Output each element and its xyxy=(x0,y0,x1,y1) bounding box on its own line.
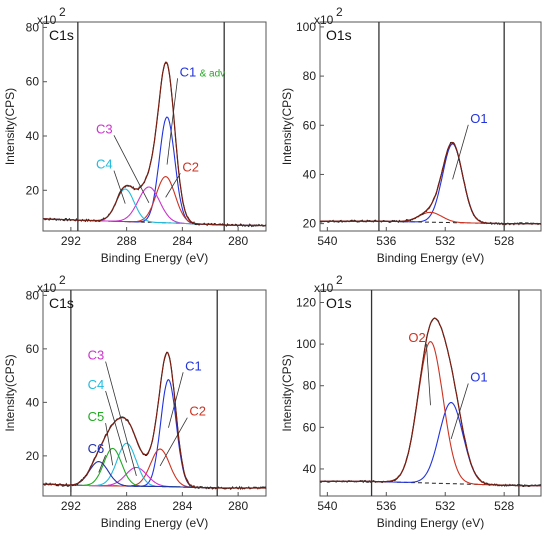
peak-label-c2: C2 xyxy=(182,159,199,174)
x-tick-label: 528 xyxy=(494,499,514,513)
x-tick-label: 292 xyxy=(61,499,81,513)
label-leader-line xyxy=(168,372,184,428)
component-peak-c1 xyxy=(43,116,266,227)
plot-frame xyxy=(42,21,267,232)
fit-envelope-line xyxy=(43,61,266,227)
label-leader-line xyxy=(452,124,469,180)
label-leader-line xyxy=(166,78,178,165)
y-tick-label: 100 xyxy=(296,337,316,351)
y-tick-label: 60 xyxy=(303,118,317,132)
y-tick-label: 100 xyxy=(296,20,316,34)
x-tick-label: 540 xyxy=(317,234,337,248)
peak-label-c5: C5 xyxy=(88,409,105,424)
y-tick-label: 20 xyxy=(303,217,317,231)
label-leader-line xyxy=(450,383,469,440)
label-leader-line xyxy=(105,361,137,477)
y-multiplier: x10 xyxy=(37,281,57,295)
peak-label-c1: C1 xyxy=(180,64,197,79)
label-leader-line xyxy=(113,170,126,204)
x-axis-label: Binding Energy (eV) xyxy=(101,516,208,530)
plot-frame xyxy=(319,289,542,497)
component-peak-c1 xyxy=(43,379,266,489)
y-multiplier: x10 xyxy=(314,281,334,295)
plot-frame xyxy=(319,21,542,232)
y-tick-label: 80 xyxy=(26,20,40,34)
x-axis-label: Binding Energy (eV) xyxy=(377,516,484,530)
peak-label-c3: C3 xyxy=(96,121,113,136)
label-leader-line xyxy=(98,455,106,473)
fit-envelope-line xyxy=(320,317,541,487)
y-tick-label: 40 xyxy=(26,395,40,409)
plot-frame xyxy=(42,289,267,497)
x-tick-label: 532 xyxy=(435,499,455,513)
y-tick-label: 40 xyxy=(26,129,40,143)
y-tick-label: 20 xyxy=(26,449,40,463)
y-multiplier-exponent: 2 xyxy=(59,5,66,19)
panel-label: O1s xyxy=(326,27,352,43)
x-tick-label: 280 xyxy=(228,499,248,513)
peak-label-c2: C2 xyxy=(189,404,206,419)
y-multiplier: x10 xyxy=(314,13,334,27)
y-tick-label: 80 xyxy=(303,69,317,83)
x-tick-label: 540 xyxy=(317,499,337,513)
x-tick-label: 536 xyxy=(376,499,396,513)
panel-label: C1s xyxy=(49,27,74,43)
peak-label-c4: C4 xyxy=(88,377,105,392)
fit-envelope-line xyxy=(43,352,266,489)
x-tick-label: 284 xyxy=(172,499,192,513)
y-axis-label: Intensity(CPS) xyxy=(3,354,17,431)
y-multiplier-exponent: 2 xyxy=(336,5,343,19)
y-axis-label: Intensity(CPS) xyxy=(3,88,17,165)
x-axis-label: Binding Energy (eV) xyxy=(377,251,484,265)
fit-envelope-line xyxy=(320,141,541,225)
label-leader-line xyxy=(159,417,188,467)
y-multiplier: x10 xyxy=(37,13,57,27)
peak-label-c6: C6 xyxy=(88,441,105,456)
y-tick-label: 60 xyxy=(303,420,317,434)
y-tick-label: 120 xyxy=(296,295,316,309)
x-tick-label: 284 xyxy=(172,234,192,248)
peak-label-o1: O1 xyxy=(470,111,487,126)
x-tick-label: 528 xyxy=(494,234,514,248)
label-leader-line xyxy=(105,390,128,463)
x-tick-label: 288 xyxy=(117,499,137,513)
peak-label-sub: & adv xyxy=(200,68,226,79)
y-multiplier-exponent: 2 xyxy=(59,273,66,287)
x-tick-label: 532 xyxy=(435,234,455,248)
y-tick-label: 80 xyxy=(26,288,40,302)
peak-label-c1: C1 xyxy=(185,358,202,373)
label-leader-line xyxy=(165,173,181,198)
component-peak-o1 xyxy=(320,143,541,225)
y-axis-label: Intensity(CPS) xyxy=(280,354,294,431)
x-tick-label: 280 xyxy=(228,234,248,248)
x-tick-label: 288 xyxy=(117,234,137,248)
y-tick-label: 20 xyxy=(26,183,40,197)
component-peak-o1 xyxy=(320,402,541,487)
label-leader-line xyxy=(105,423,114,466)
panel-label: C1s xyxy=(49,295,74,311)
peak-label-o1: O1 xyxy=(470,370,487,385)
peak-label-c4: C4 xyxy=(96,157,113,172)
peak-label-o2: O2 xyxy=(408,330,425,345)
label-leader-line xyxy=(426,343,431,406)
y-axis-label: Intensity(CPS) xyxy=(280,88,294,165)
y-tick-label: 80 xyxy=(303,379,317,393)
y-tick-label: 60 xyxy=(26,75,40,89)
y-multiplier-exponent: 2 xyxy=(336,273,343,287)
y-tick-label: 40 xyxy=(303,462,317,476)
panel-label: O1s xyxy=(326,295,352,311)
label-leader-line xyxy=(113,135,150,204)
y-tick-label: 60 xyxy=(26,342,40,356)
peak-label-c3: C3 xyxy=(88,348,105,363)
raw-spectrum-line xyxy=(42,62,267,228)
x-tick-label: 536 xyxy=(376,234,396,248)
y-tick-label: 40 xyxy=(303,167,317,181)
x-tick-label: 292 xyxy=(61,234,81,248)
x-axis-label: Binding Energy (eV) xyxy=(101,251,208,265)
raw-spectrum-line xyxy=(42,351,267,491)
